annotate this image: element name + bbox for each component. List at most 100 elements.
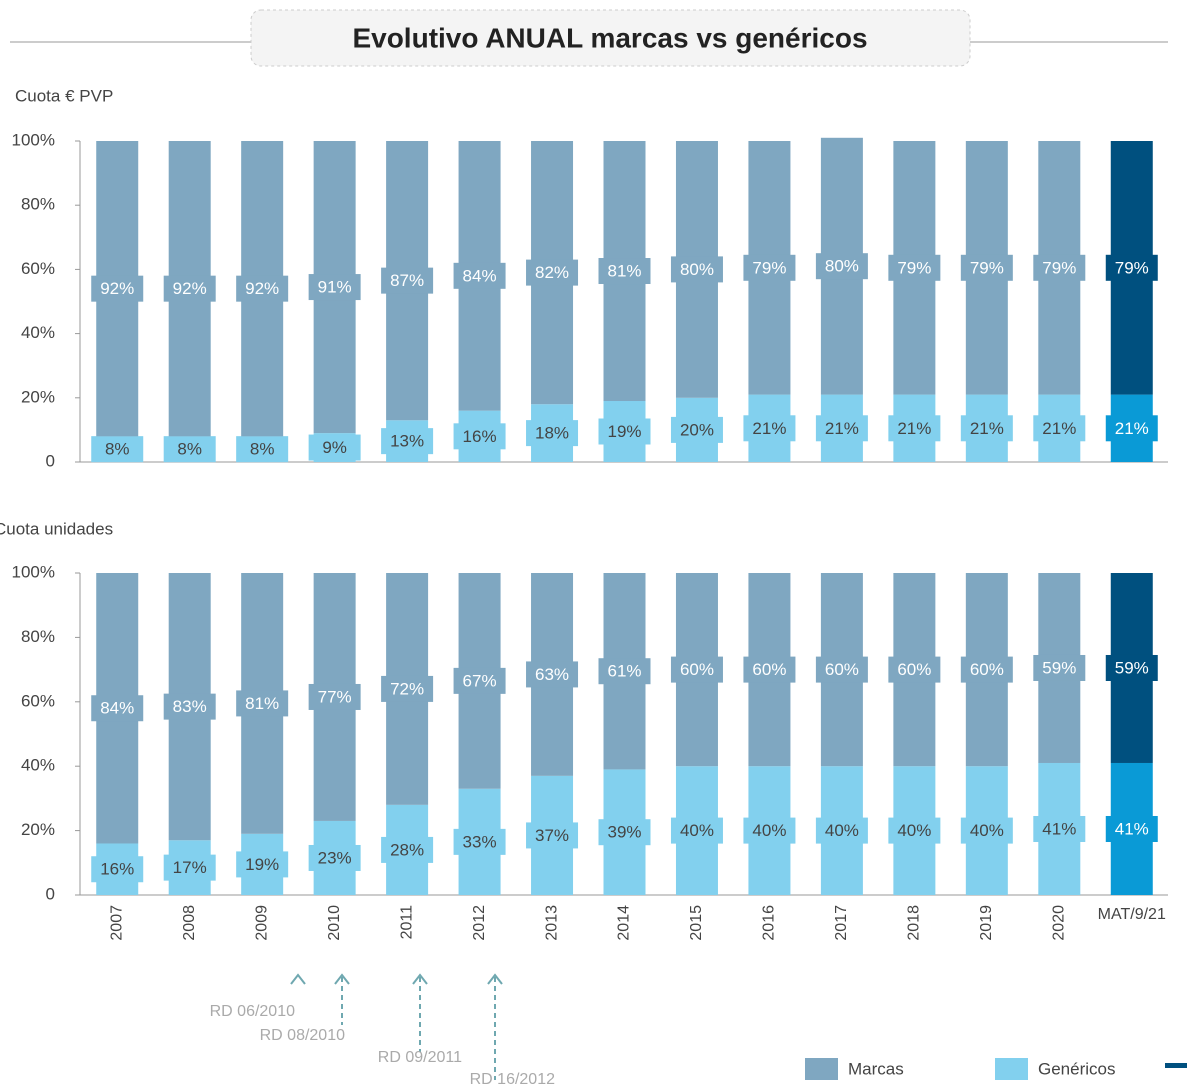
label-box [815, 415, 868, 442]
label-box [308, 434, 361, 461]
data-label: 61% [607, 662, 641, 681]
label-box [815, 817, 868, 844]
annotation: RD 08/2010 [260, 1027, 345, 1044]
data-label: 87% [390, 271, 424, 290]
label-box [163, 854, 216, 881]
data-label: 40% [970, 821, 1004, 840]
data-label: 21% [970, 419, 1004, 438]
label-box [1033, 415, 1086, 442]
label-box [670, 416, 723, 443]
y-tick-label: 20% [21, 820, 55, 839]
label-box [1033, 254, 1086, 281]
data-label: 8% [250, 440, 275, 459]
label-box [1105, 415, 1158, 442]
label-box [743, 817, 796, 844]
data-label: 40% [897, 821, 931, 840]
label-box [1033, 654, 1086, 681]
annotation: RD 16/2012 [470, 1071, 555, 1088]
data-label: 81% [607, 261, 641, 280]
label-box [91, 275, 144, 302]
label-box [381, 428, 434, 455]
label-box [236, 275, 289, 302]
legend-label: Genéricos [1038, 1059, 1115, 1078]
data-label: 17% [173, 858, 207, 877]
label-box [91, 436, 144, 463]
arrow-head [412, 973, 428, 985]
label-box [163, 436, 216, 463]
chart-title: Evolutivo ANUAL marcas vs genéricos [352, 22, 867, 53]
data-label: 60% [970, 660, 1004, 679]
title-box [250, 9, 971, 67]
data-label: 18% [535, 424, 569, 443]
data-label: 41% [1042, 819, 1076, 838]
label-box [163, 693, 216, 720]
x-tick-label: 2015 [688, 905, 705, 941]
label-box [381, 675, 434, 702]
data-label: 39% [607, 823, 641, 842]
label-box [960, 254, 1013, 281]
label-box [960, 656, 1013, 683]
label-box [381, 836, 434, 863]
label-box [743, 415, 796, 442]
label-box [670, 656, 723, 683]
label-box [815, 656, 868, 683]
x-tick-label: 2012 [471, 905, 488, 941]
x-tick-label: 2014 [616, 905, 633, 941]
data-label: 8% [105, 440, 130, 459]
label-box [1033, 815, 1086, 842]
data-label: 40% [752, 821, 786, 840]
label-box [598, 819, 651, 846]
data-label: 79% [752, 258, 786, 277]
data-label: 16% [100, 860, 134, 879]
label-box [888, 656, 941, 683]
y-tick-label: 0 [46, 451, 55, 470]
data-label: 84% [100, 699, 134, 718]
arrow-head [290, 973, 306, 985]
label-box [453, 828, 506, 855]
data-label: 20% [680, 420, 714, 439]
label-box [598, 658, 651, 685]
data-label: 40% [825, 821, 859, 840]
legend-swatch [1165, 1063, 1187, 1068]
data-label: 79% [1115, 258, 1149, 277]
label-box [381, 267, 434, 294]
data-label: 83% [173, 697, 207, 716]
label-box [453, 262, 506, 289]
y-tick-label: 40% [21, 323, 55, 342]
arrow-head [487, 973, 503, 985]
label-box [888, 415, 941, 442]
label-box [598, 418, 651, 445]
data-label: 19% [245, 855, 279, 874]
label-box [236, 851, 289, 878]
data-label: 92% [245, 279, 279, 298]
y-tick-label: 40% [21, 756, 55, 775]
label-box [815, 253, 868, 280]
data-label: 37% [535, 826, 569, 845]
label-box [743, 254, 796, 281]
label-box [960, 415, 1013, 442]
label-box [308, 274, 361, 301]
data-label: 33% [463, 832, 497, 851]
label-box [526, 259, 579, 286]
data-label: 81% [245, 694, 279, 713]
x-tick-label: 2016 [761, 905, 778, 941]
label-box [163, 275, 216, 302]
label-box [526, 420, 579, 447]
data-label: 60% [825, 660, 859, 679]
data-label: 63% [535, 665, 569, 684]
data-label: 79% [897, 258, 931, 277]
data-label: 91% [318, 278, 352, 297]
y-tick-label: 20% [21, 387, 55, 406]
data-label: 21% [1115, 419, 1149, 438]
data-label: 28% [390, 840, 424, 859]
data-label: 92% [100, 279, 134, 298]
data-label: 79% [1042, 258, 1076, 277]
arrow-head [334, 973, 350, 985]
data-label: 16% [463, 427, 497, 446]
label-box [91, 856, 144, 883]
data-label: 21% [897, 419, 931, 438]
data-label: 60% [680, 660, 714, 679]
data-label: 84% [463, 266, 497, 285]
data-label: 60% [897, 660, 931, 679]
